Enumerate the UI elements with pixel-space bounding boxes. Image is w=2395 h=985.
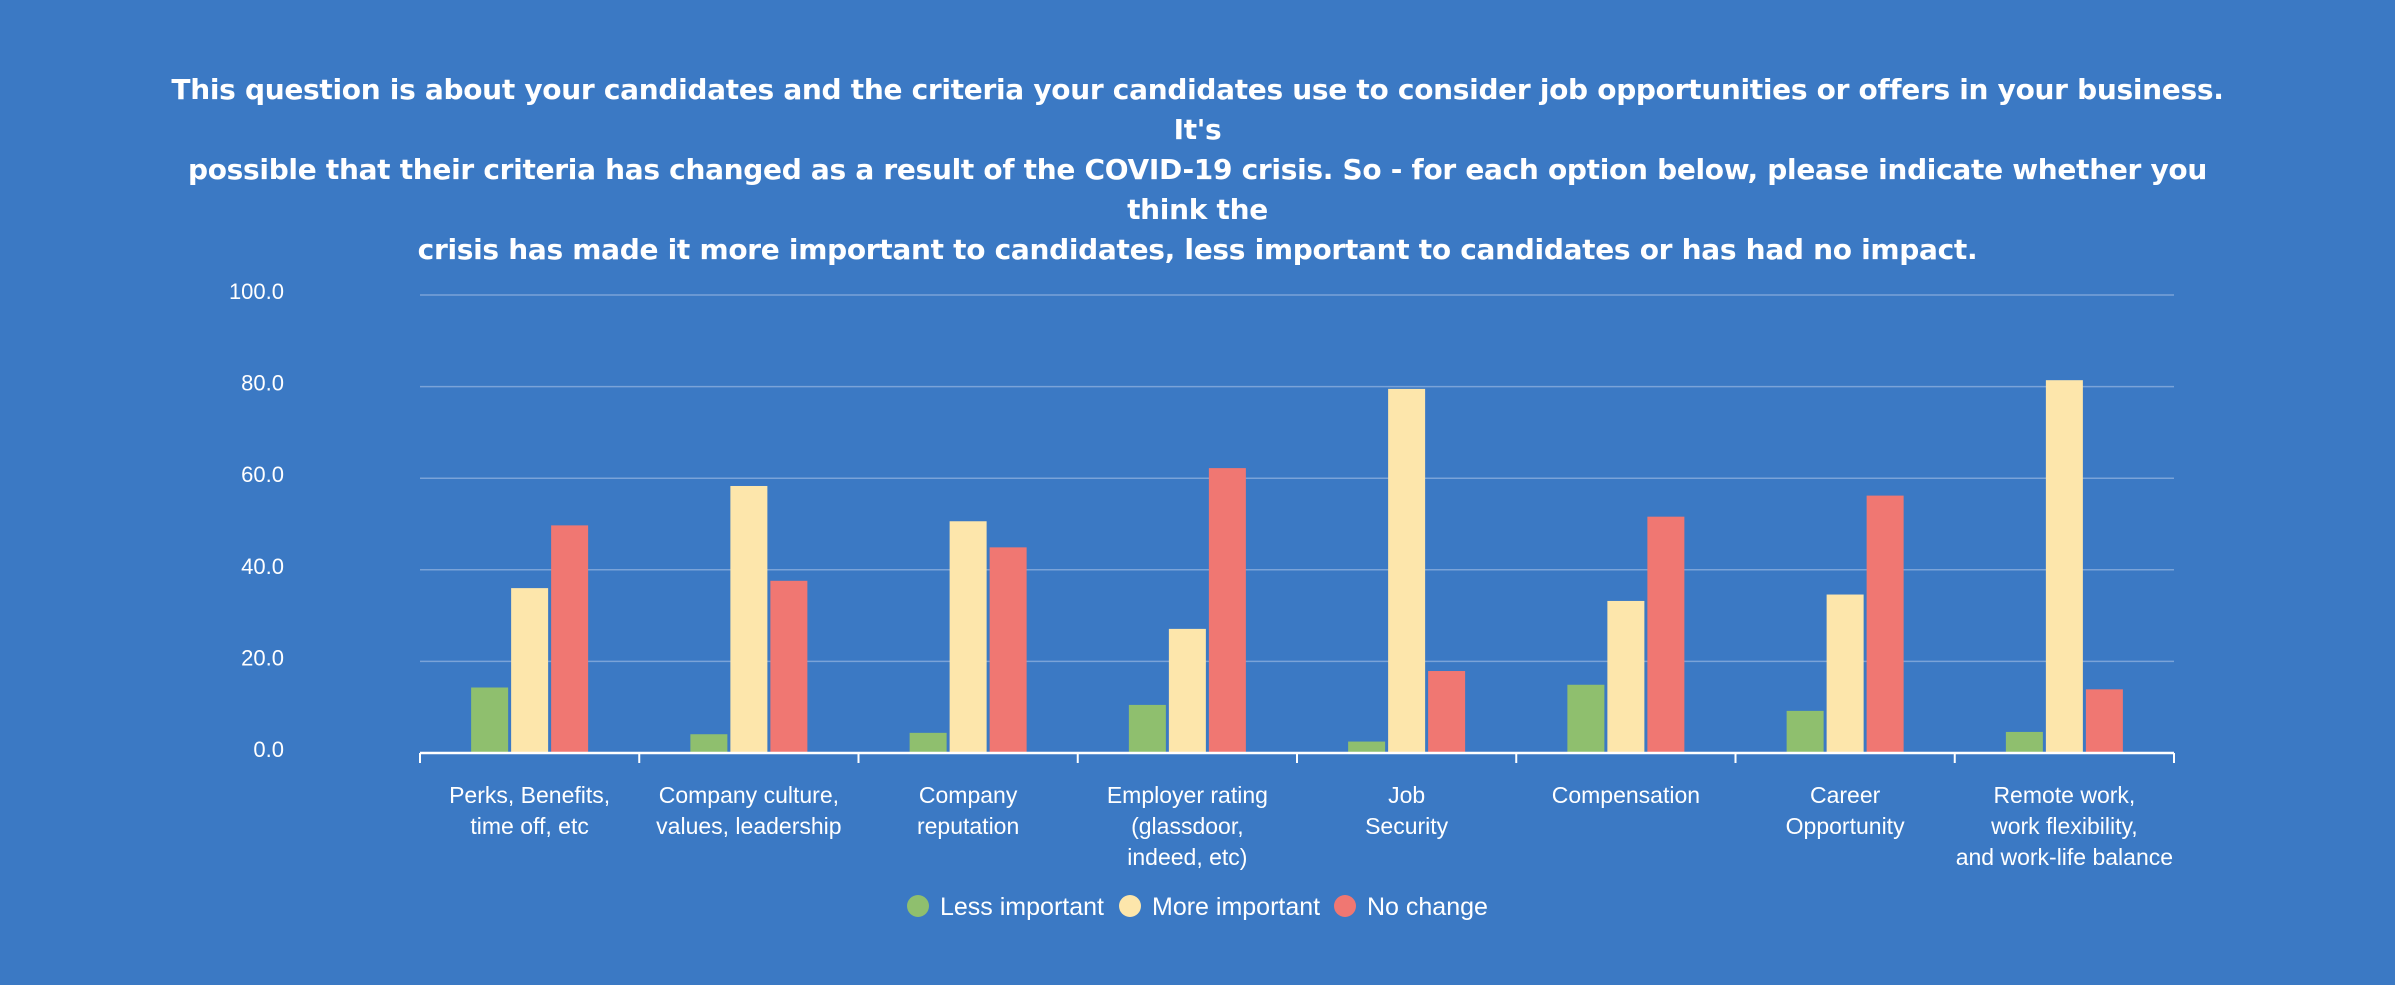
bar: [1826, 594, 1864, 753]
x-tick-label: Company reputation: [917, 782, 1019, 839]
x-axis: Perks, Benefits, time off, etc Company cul…: [419, 751, 2175, 870]
bar: [1567, 684, 1605, 753]
legend-marker: [1119, 895, 1141, 917]
bar: [909, 732, 947, 753]
bars: [471, 380, 2123, 753]
legend-label: More important: [1152, 893, 1320, 921]
bar: [1428, 671, 1466, 753]
legend-label: Less important: [940, 893, 1104, 921]
x-tick-label: Remote work, work flexibility, and work-li…: [1956, 782, 2173, 870]
bar: [989, 547, 1027, 753]
y-tick-label: 0.0: [253, 737, 284, 762]
bar: [511, 588, 549, 753]
gridlines: [420, 294, 2174, 663]
bar: [2005, 731, 2043, 753]
bar: [690, 734, 728, 753]
bar: [1348, 741, 1386, 753]
bar: [1128, 704, 1166, 753]
bar: [1866, 495, 1904, 753]
y-tick-label: 20.0: [241, 645, 284, 670]
x-tick-label: Compensation: [1552, 782, 1700, 808]
y-tick-label: 100.0: [229, 279, 284, 304]
bar: [1208, 468, 1246, 753]
bar: [471, 687, 509, 753]
legend-marker: [907, 895, 929, 917]
chart-title: This question is about your candidates a…: [170, 70, 2225, 270]
bar: [949, 521, 987, 753]
x-tick-label: Perks, Benefits, time off, etc: [449, 782, 610, 839]
chart-title-line-2: possible that their criteria has changed…: [187, 153, 2208, 226]
chart-title-line-3: crisis has made it more important to can…: [417, 233, 1978, 266]
bar: [1786, 710, 1824, 753]
x-tick-label: Career Opportunity: [1786, 782, 1905, 839]
legend-label: No change: [1367, 893, 1488, 921]
legend-marker: [1334, 895, 1356, 917]
bar: [770, 580, 808, 753]
x-tick-label: Job Security: [1365, 782, 1449, 839]
x-tick-label: Employer rating (glassdoor, indeed, etc): [1107, 782, 1268, 870]
bar: [2045, 380, 2083, 753]
bar: [1388, 388, 1426, 753]
legend: Less important More important No change: [907, 893, 1488, 921]
x-tick-label: Company culture, values, leadership: [656, 782, 841, 839]
y-tick-label: 60.0: [241, 462, 284, 487]
bar: [2085, 689, 2123, 753]
y-tick-label: 40.0: [241, 554, 284, 579]
bar: [1168, 628, 1206, 753]
y-tick-label: 80.0: [241, 371, 284, 396]
y-axis-ticks: 100.0 80.0 60.0 40.0 20.0 0.0: [229, 279, 284, 762]
bar: [1647, 516, 1685, 753]
chart-title-line-1: This question is about your candidates a…: [171, 73, 2224, 146]
bar: [551, 525, 589, 753]
bar: [1607, 600, 1645, 753]
bar: [730, 485, 768, 753]
